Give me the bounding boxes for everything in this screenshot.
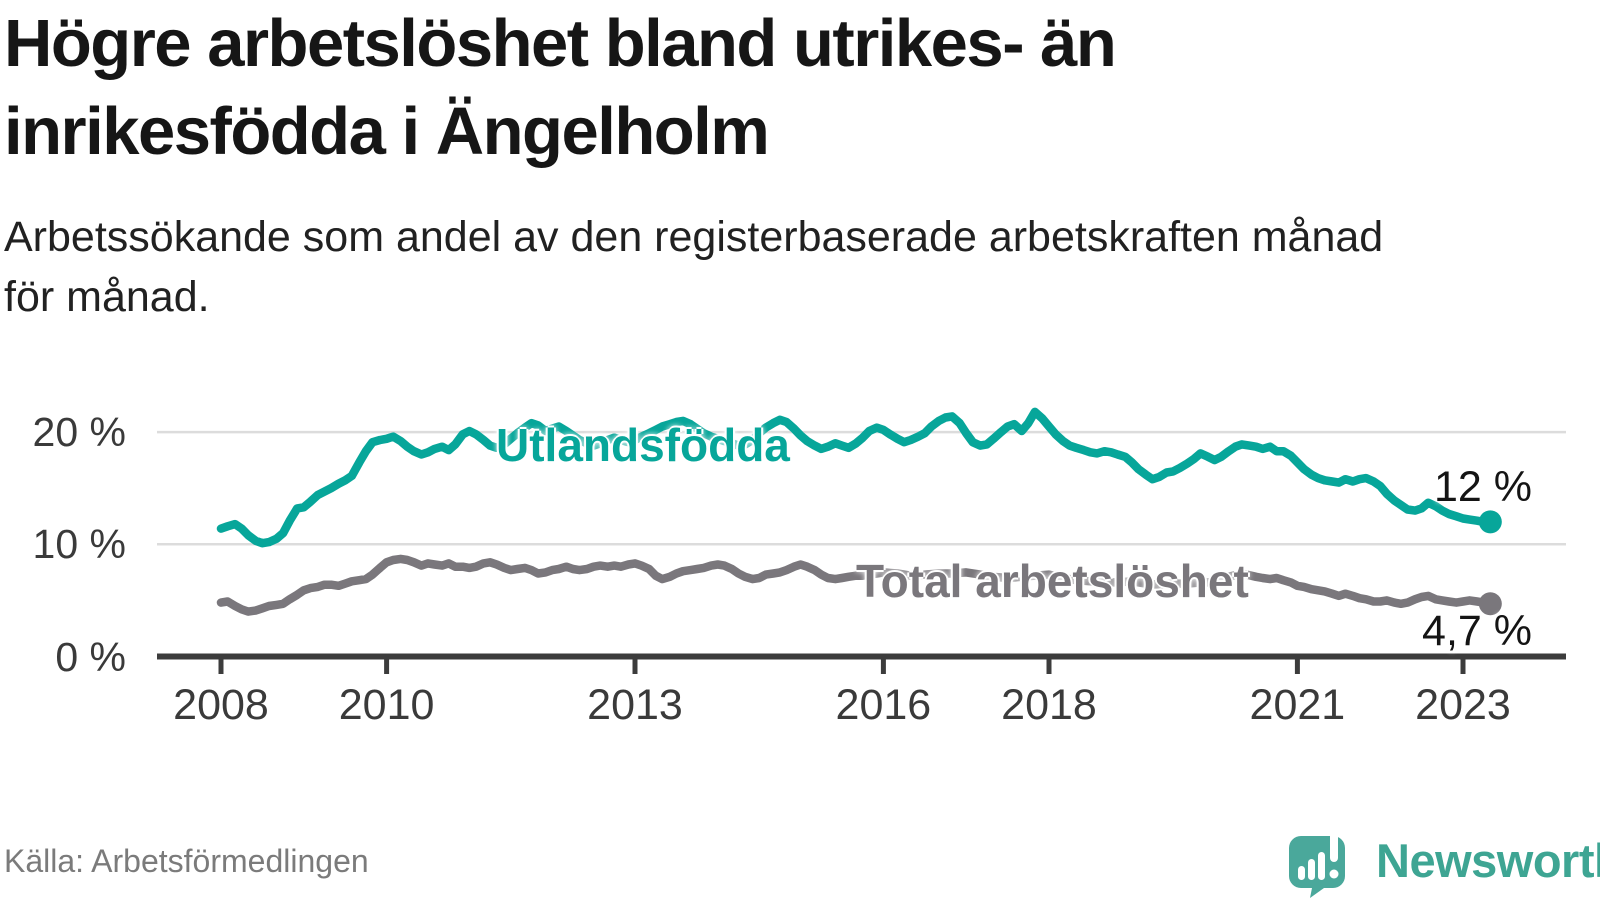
series-label-utlandsfodda: Utlandsfödda: [496, 419, 790, 471]
y-axis-label-20: 20 %: [32, 409, 126, 456]
x-axis-label-2008: 2008: [173, 681, 269, 729]
newsworthy-bubble-icon: [1289, 832, 1345, 898]
x-axis-label-2013: 2013: [587, 681, 683, 729]
series-end-dot-total: [1478, 592, 1502, 616]
title-line-1: Högre arbetslöshet bland utrikes- än: [4, 6, 1117, 81]
title-line-2: inrikesfödda i Ängelholm: [4, 94, 770, 169]
x-axis-label-2016: 2016: [835, 681, 932, 729]
x-axis-label-2018: 2018: [1001, 681, 1097, 729]
end-value-label-total: 4,7 %: [1422, 607, 1532, 655]
newsworthy-wordmark: Newsworthy: [1376, 834, 1600, 887]
chart-subtitle: Arbetssökande som andel av den registerb…: [4, 207, 1584, 327]
y-axis-label-10: 10 %: [32, 521, 126, 568]
source-note: Källa: Arbetsförmedlingen: [4, 843, 369, 879]
series-line-total: [216, 554, 1495, 616]
newsworthy-logo: Newsworthy: [1288, 830, 1600, 898]
x-axis-label-2010: 2010: [338, 681, 435, 729]
series-line-utlandsfodda: [216, 407, 1495, 548]
y-axis-label-0: 0 %: [55, 633, 126, 680]
series-end-dot-utlandsfodda: [1478, 510, 1502, 534]
end-value-label-utlandsfodda: 12 %: [1433, 463, 1532, 511]
x-axis-label-2023: 2023: [1415, 681, 1511, 729]
subtitle-line-2: för månad.: [4, 273, 210, 321]
line-chart: [157, 407, 1566, 674]
x-axis-label-2021: 2021: [1249, 681, 1346, 729]
subtitle-line-1: Arbetssökande som andel av den registerb…: [4, 213, 1384, 261]
series-label-total: Total arbetslöshet: [856, 555, 1249, 607]
page-title: Högre arbetslöshet bland utrikes- än inr…: [4, 0, 1564, 176]
